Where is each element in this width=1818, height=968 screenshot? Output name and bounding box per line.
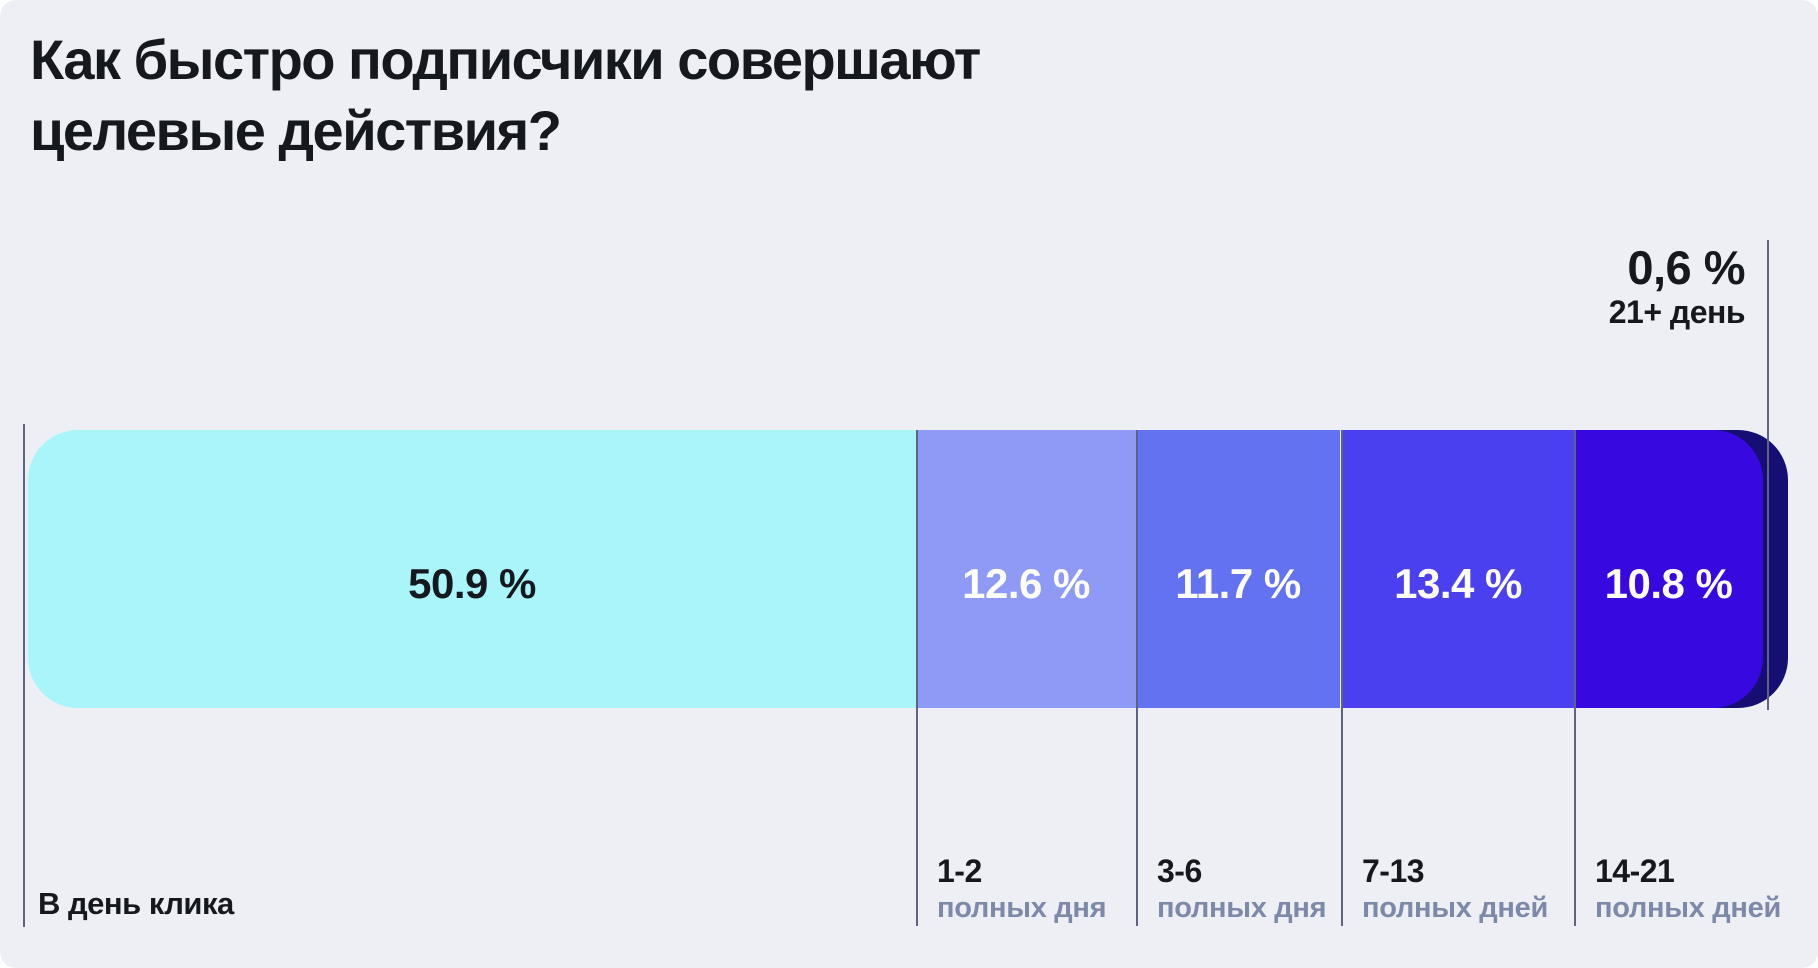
bar-segment: 50.9 %: [28, 430, 916, 708]
outside-segment-axis-line: [1767, 240, 1769, 710]
category-label: 7-13 полных дней: [1362, 852, 1548, 926]
segment-value-label: 12.6 %: [962, 560, 1090, 607]
category-label: 14-21 полных дней: [1595, 852, 1781, 926]
category-unit: полных дня: [937, 892, 1107, 924]
category-range: 3-6: [1157, 853, 1202, 889]
outside-segment-label: 0,6 % 21+ день: [1608, 241, 1746, 332]
segment-separator: [1136, 430, 1138, 926]
page-title-line2: целевые действия?: [30, 99, 562, 162]
outside-segment-value: 0,6 %: [1627, 241, 1745, 294]
bar-segment: 13.4 %: [1341, 430, 1575, 708]
category-label: 1-2 полных дня: [937, 852, 1107, 926]
bar-segment: 12.6 %: [916, 430, 1136, 708]
category-unit: полных дней: [1595, 892, 1781, 924]
category-label: 3-6 полных дня: [1157, 852, 1327, 926]
outside-segment-category: 21+ день: [1608, 294, 1746, 330]
category-range: 7-13: [1362, 853, 1425, 889]
category-unit: полных дней: [1362, 892, 1548, 924]
bar-segment: 10.8 %: [1574, 430, 1763, 708]
first-segment-axis-line: [23, 424, 25, 927]
page-title: Как быстро подписчики совершают целевые …: [30, 24, 1330, 166]
segment-separator: [1574, 430, 1576, 926]
page-title-line1: Как быстро подписчики совершают: [30, 28, 981, 91]
category-range: 14-21: [1595, 853, 1675, 889]
category-unit: полных дня: [1157, 892, 1327, 924]
segment-separator: [916, 430, 918, 926]
segment-separator: [1341, 430, 1343, 926]
category-range: 1-2: [937, 853, 982, 889]
segment-value-label: 11.7 %: [1175, 560, 1301, 607]
segment-value-label: 13.4 %: [1394, 560, 1522, 607]
category-label-click-day: В день клика: [38, 886, 234, 921]
bar-segment: 11.7 %: [1136, 430, 1340, 708]
segment-value-label: 10.8 %: [1604, 560, 1733, 607]
segment-value-label: 50.9 %: [408, 560, 536, 607]
